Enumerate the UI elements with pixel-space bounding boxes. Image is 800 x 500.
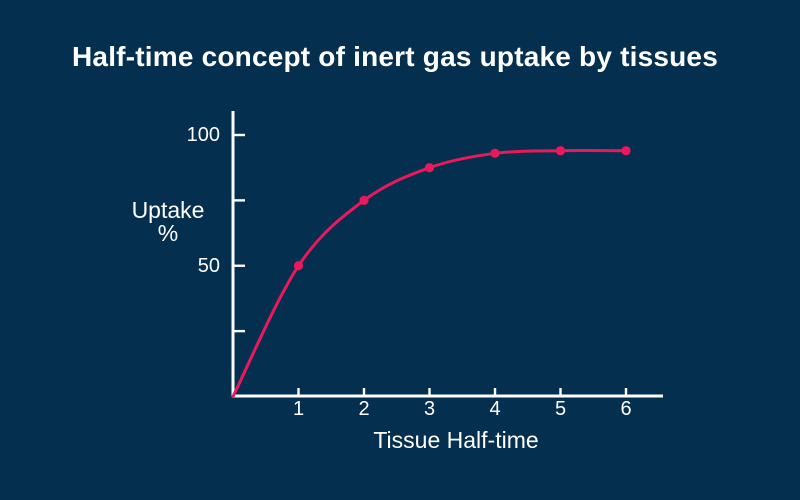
data-point-marker — [424, 163, 435, 173]
x-tick-label: 1 — [292, 398, 305, 420]
y-tick-label: 100 — [186, 124, 220, 146]
y-tick-label: 50 — [197, 254, 220, 277]
uptake-curve — [231, 148, 628, 398]
data-point-marker — [359, 195, 369, 205]
y-axis-label-line1: Uptake — [131, 197, 205, 223]
x-tick-label: 4 — [489, 398, 501, 420]
x-axis-label: Tissue Half-time — [373, 427, 539, 453]
chart-title: Half-time concept of inert gas uptake by… — [72, 41, 718, 72]
x-tick-label: 5 — [554, 398, 567, 420]
data-point-marker — [621, 146, 631, 156]
x-tick-label: 2 — [358, 398, 370, 420]
data-point-marker — [555, 146, 566, 156]
x-tick-label: 3 — [423, 398, 436, 420]
y-axis-label-line2: % — [157, 220, 179, 246]
data-point-marker — [490, 148, 500, 158]
y-axis-label: Uptake % — [132, 199, 205, 245]
data-point-marker — [293, 261, 304, 271]
x-tick-label: 6 — [620, 398, 632, 420]
